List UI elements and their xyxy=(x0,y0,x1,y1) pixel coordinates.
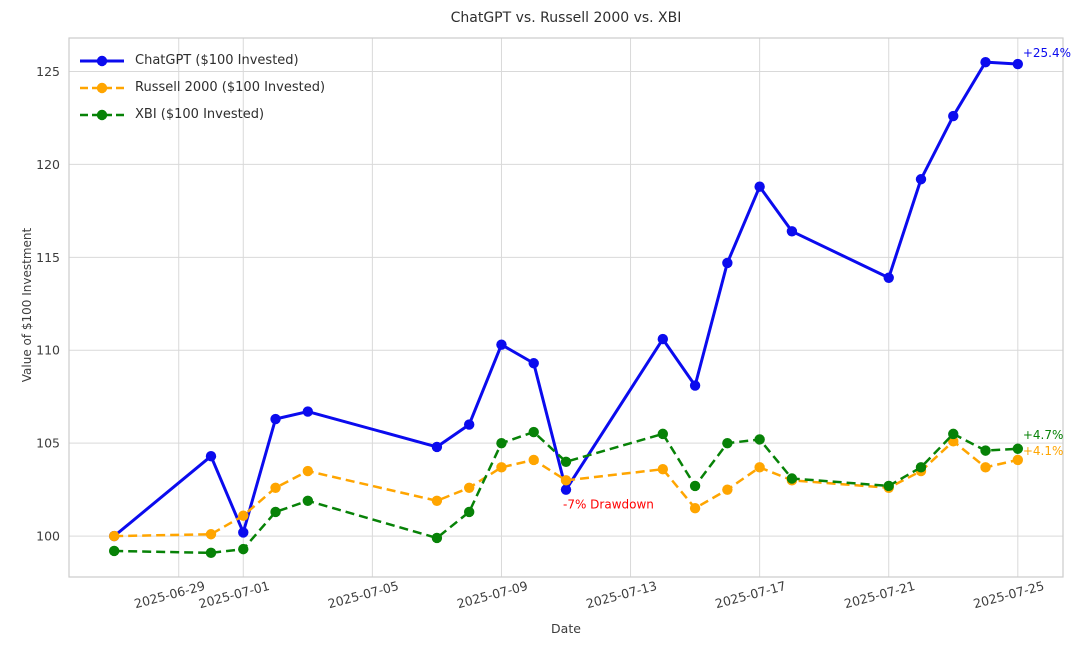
annotation: +25.4% xyxy=(1023,46,1071,60)
svg-text:2025-07-21: 2025-07-21 xyxy=(843,578,917,611)
svg-text:125: 125 xyxy=(36,64,60,79)
series-chatgpt xyxy=(108,56,1024,542)
svg-text:100: 100 xyxy=(36,529,60,544)
svg-text:110: 110 xyxy=(36,343,60,358)
y-axis-label: Value of $100 Investment xyxy=(20,227,34,383)
svg-text:2025-07-25: 2025-07-25 xyxy=(972,578,1046,611)
svg-text:115: 115 xyxy=(36,250,60,265)
legend-label: XBI ($100 Invested) xyxy=(135,107,265,122)
legend-line-sample xyxy=(80,55,124,66)
chart-title: ChatGPT vs. Russell 2000 vs. XBI xyxy=(450,10,682,26)
svg-text:2025-07-17: 2025-07-17 xyxy=(713,578,787,611)
svg-text:2025-07-05: 2025-07-05 xyxy=(326,578,400,611)
legend-item: XBI ($100 Invested) xyxy=(78,101,325,128)
svg-text:2025-07-13: 2025-07-13 xyxy=(584,578,658,611)
svg-text:2025-06-29: 2025-06-29 xyxy=(133,578,207,611)
svg-text:2025-07-09: 2025-07-09 xyxy=(455,578,529,611)
legend-line-sample xyxy=(80,82,124,93)
x-axis-label: Date xyxy=(551,621,581,636)
legend-label: Russell 2000 ($100 Invested) xyxy=(135,80,326,95)
annotation: +4.7% xyxy=(1023,428,1064,442)
svg-text:2025-07-01: 2025-07-01 xyxy=(197,578,271,611)
annotation: -7% Drawdown xyxy=(563,498,654,512)
svg-text:105: 105 xyxy=(36,436,60,451)
annotations: +25.4% +4.7% +4.1% -7% Drawdown xyxy=(563,46,1071,512)
legend-item: Russell 2000 ($100 Invested) xyxy=(78,74,325,101)
y-tick-labels: 100 105 110 115 120 125 xyxy=(36,64,60,544)
svg-text:120: 120 xyxy=(36,157,60,172)
legend: ChatGPT ($100 Invested) Russell 2000 ($10… xyxy=(78,47,325,128)
series-xbi xyxy=(108,426,1024,559)
plot-spines xyxy=(68,37,1064,578)
legend-item: ChatGPT ($100 Invested) xyxy=(78,47,325,74)
legend-line-sample xyxy=(80,109,124,120)
annotation: +4.1% xyxy=(1023,444,1064,458)
legend-label: ChatGPT ($100 Invested) xyxy=(135,53,299,68)
